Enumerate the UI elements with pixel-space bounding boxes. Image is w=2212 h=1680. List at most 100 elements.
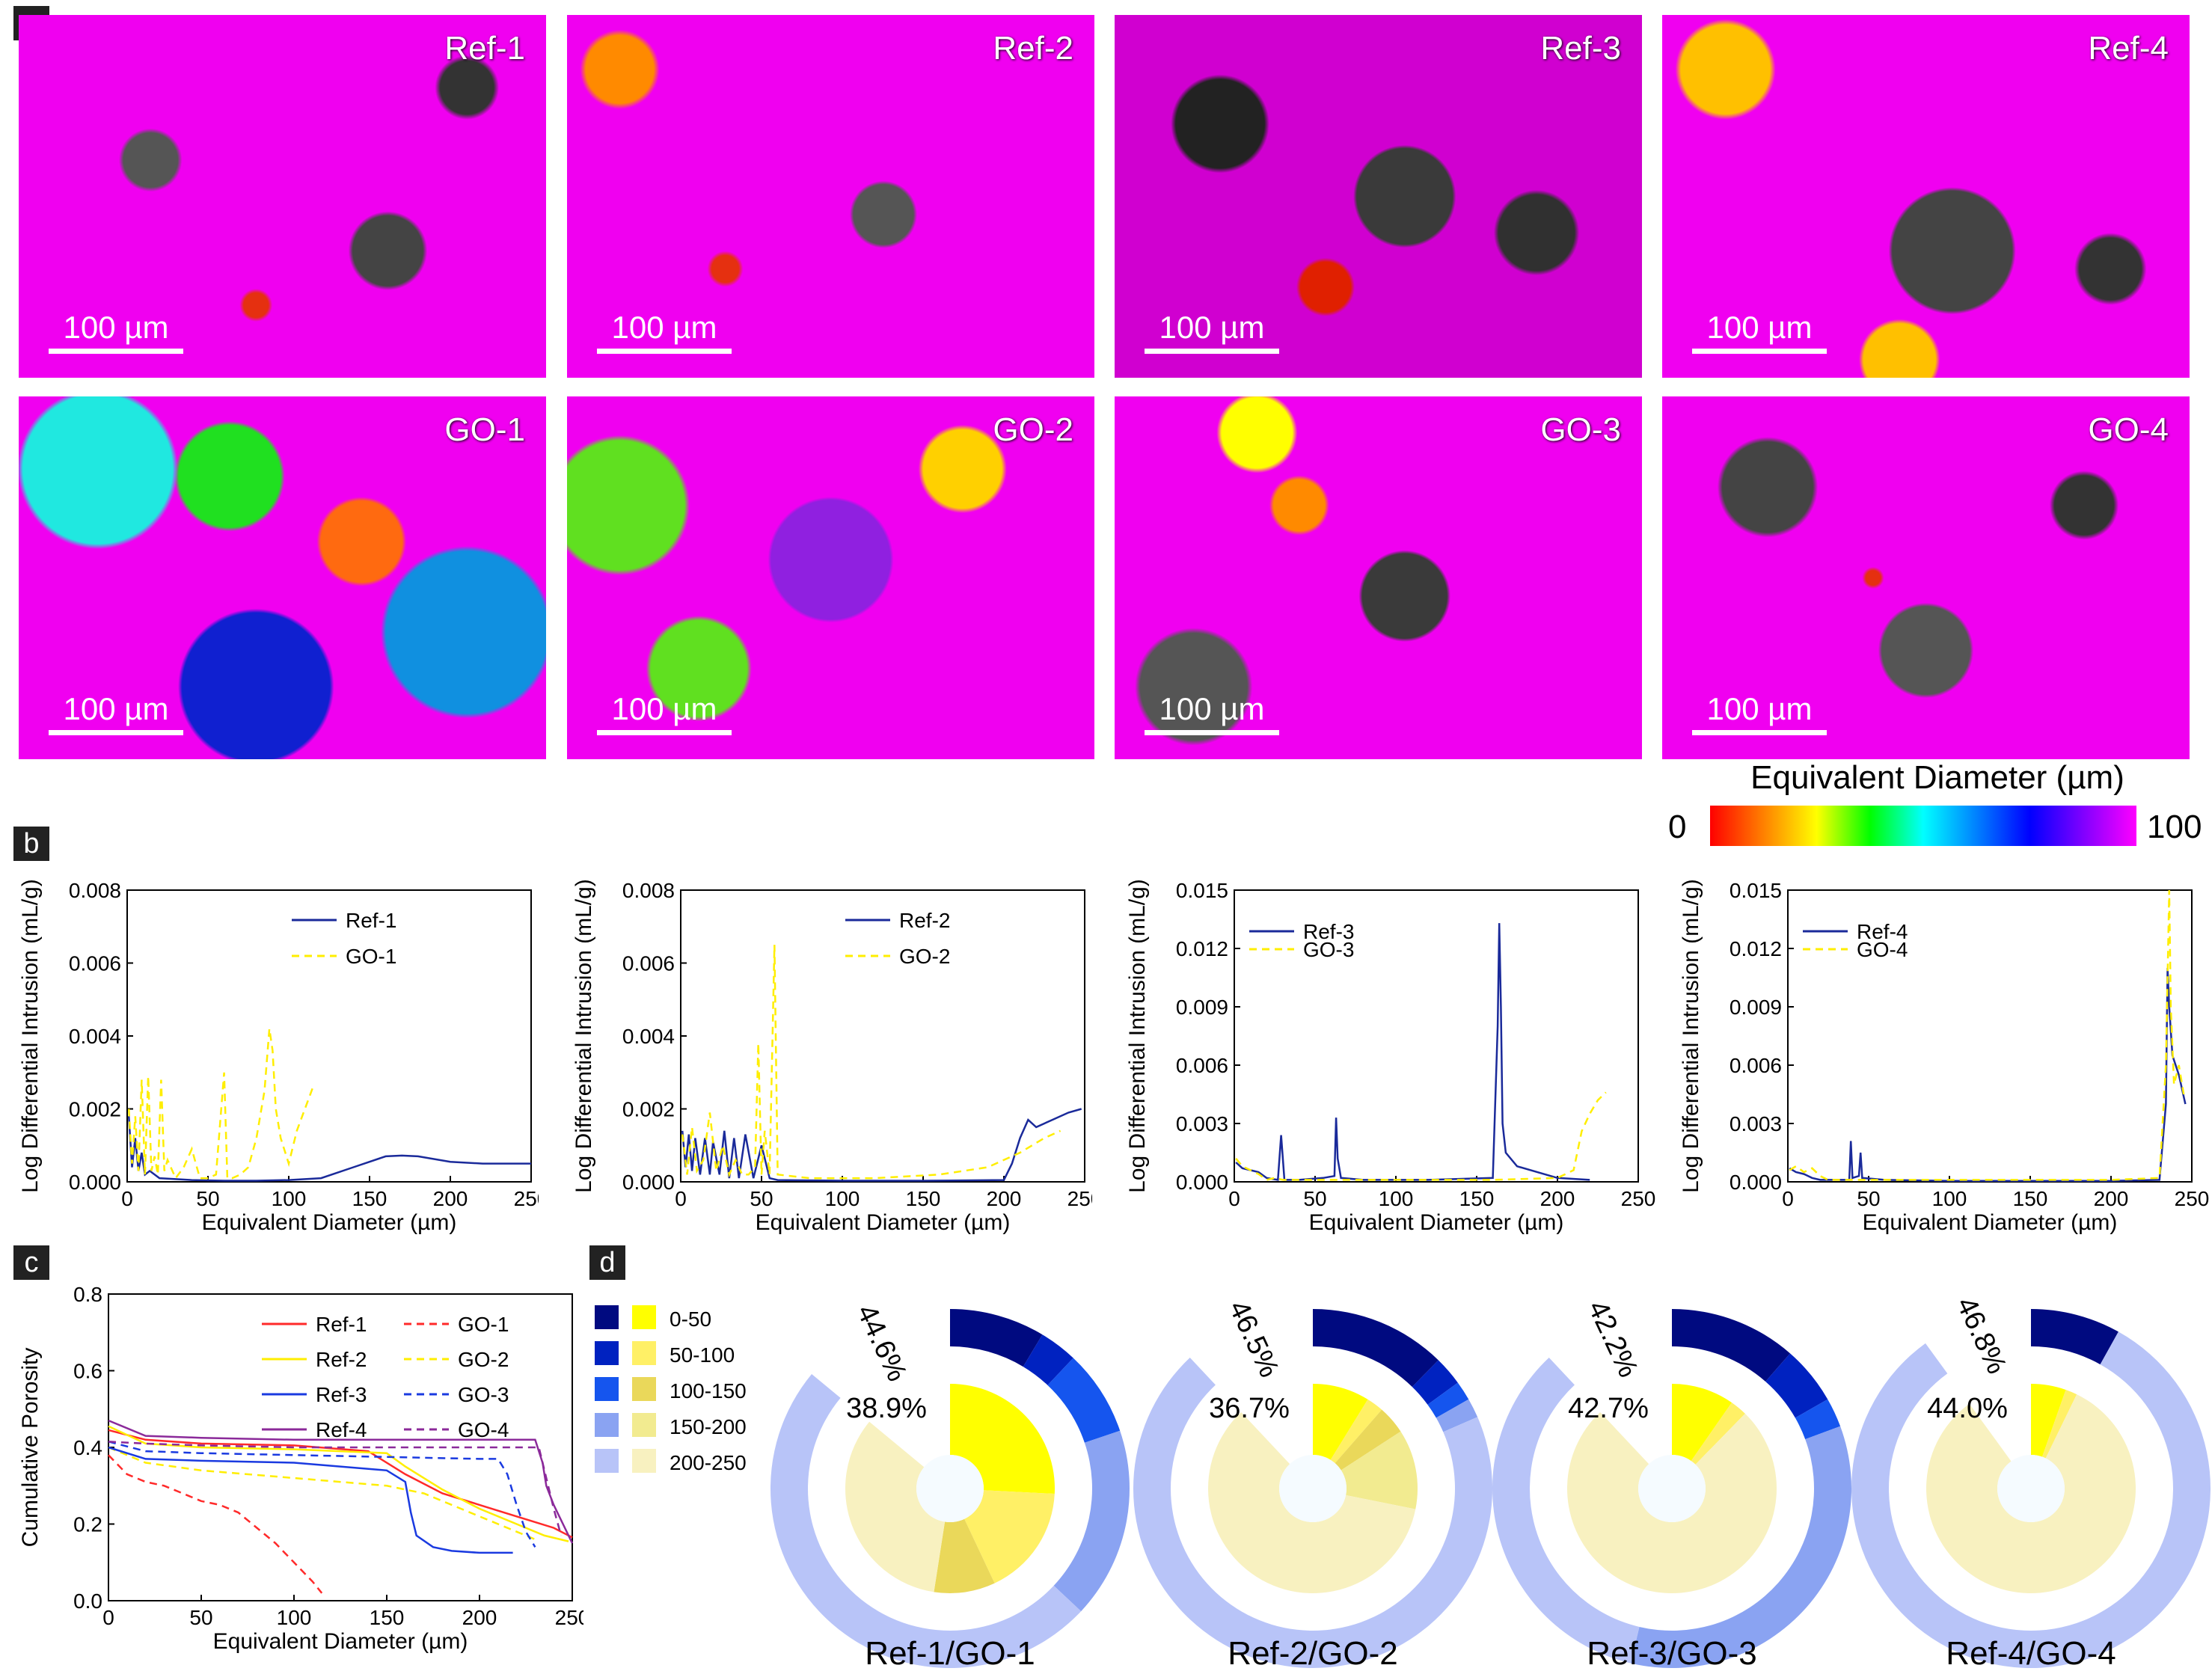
go-percent-label: 44.0% bbox=[1927, 1393, 2008, 1424]
chart-b3: 0 50 100 150 200 250 0.000 0.003 0.006 0.009 0.012… bbox=[1125, 879, 1656, 1234]
scale-bar: 100 µm bbox=[49, 310, 183, 354]
scale-bar-label: 100 µm bbox=[1706, 691, 1813, 726]
series-line-ref-3 bbox=[1235, 923, 1590, 1181]
plot-frame bbox=[126, 889, 532, 1183]
x-tick-label: 150 bbox=[2013, 1187, 2048, 1210]
y-axis-label: Cumulative Porosity bbox=[18, 1348, 43, 1548]
y-tick-label: 0.006 bbox=[622, 952, 675, 975]
go-ring-slice bbox=[1335, 1409, 1401, 1471]
go-ring-slice bbox=[1341, 1431, 1418, 1509]
y-axis-label: Log Differential Intrusion (mL/g) bbox=[572, 879, 596, 1193]
chart-b1: 0 50 100 150 200 250 0.000 0.002 0.004 0.006 0.008… bbox=[18, 879, 539, 1234]
legend-label: Ref-3 bbox=[1303, 920, 1354, 943]
ref-ring-slice bbox=[1133, 1358, 1492, 1668]
scale-bar-line bbox=[597, 349, 732, 354]
x-tick-label: 50 bbox=[189, 1606, 212, 1629]
colorbar: Equivalent Diameter (µm) 0 100 bbox=[1668, 759, 2212, 849]
donut-hole bbox=[1638, 1455, 1706, 1522]
x-tick-label: 100 bbox=[1379, 1187, 1414, 1210]
chart-b4: 0 50 100 150 200 250 0.000 0.003 0.006 0.009 0.012… bbox=[1679, 879, 2209, 1234]
scale-bar: 100 µm bbox=[597, 691, 732, 735]
y-tick-label: 0.015 bbox=[1730, 879, 1782, 902]
legend-label: GO-4 bbox=[458, 1418, 509, 1441]
ring-caption: Ref-1/GO-1 bbox=[865, 1635, 1035, 1672]
x-tick-label: 50 bbox=[196, 1187, 219, 1210]
y-axis-label: Log Differential Intrusion (mL/g) bbox=[18, 879, 43, 1193]
y-tick-label: 0.000 bbox=[1176, 1171, 1228, 1194]
legend-swatch-ref bbox=[595, 1305, 619, 1329]
x-axis-label: Equivalent Diameter (µm) bbox=[1309, 1210, 1564, 1234]
legend-swatch-go bbox=[632, 1377, 656, 1401]
legend-swatch-go bbox=[632, 1449, 656, 1473]
legend-swatch-ref bbox=[595, 1377, 619, 1401]
x-tick-label: 50 bbox=[1303, 1187, 1326, 1210]
y-tick-label: 0.000 bbox=[622, 1171, 675, 1194]
ref-ring-slice bbox=[1436, 1399, 1478, 1432]
scale-bar-label: 100 µm bbox=[1706, 310, 1813, 345]
y-tick-label: 0.006 bbox=[69, 952, 121, 975]
series-line-ref-3 bbox=[108, 1446, 513, 1554]
y-tick-label: 0.003 bbox=[1176, 1112, 1228, 1135]
micrograph-title: Ref-1 bbox=[444, 30, 525, 67]
series-line-go-1 bbox=[108, 1454, 323, 1594]
micrograph-title: Ref-4 bbox=[2088, 30, 2169, 67]
legend-label: GO-1 bbox=[458, 1313, 509, 1336]
ref-ring-slice bbox=[1047, 1358, 1121, 1443]
x-axis-label: Equivalent Diameter (µm) bbox=[1863, 1210, 2118, 1234]
colorbar-gradient bbox=[1710, 806, 2136, 846]
legend-label: Ref-3 bbox=[316, 1383, 367, 1406]
ref-percent-label: 42.2% bbox=[1581, 1296, 1644, 1382]
x-tick-label: 100 bbox=[1932, 1187, 1967, 1210]
panel-label-d: d bbox=[589, 1245, 625, 1280]
go-ring-slice bbox=[950, 1384, 1055, 1494]
donut-hole bbox=[1279, 1455, 1346, 1522]
panel-label-b: b bbox=[13, 827, 49, 861]
go-ring-slice bbox=[1691, 1402, 1745, 1465]
legend-label: GO-1 bbox=[346, 945, 396, 968]
y-tick-label: 0.008 bbox=[622, 879, 675, 902]
legend-label: Ref-1 bbox=[346, 909, 396, 932]
micrograph-go-1: GO-1 100 µm bbox=[19, 396, 546, 759]
series-line-go-1 bbox=[127, 1028, 314, 1180]
scale-bar: 100 µm bbox=[1692, 310, 1827, 354]
x-axis-label: Equivalent Diameter (µm) bbox=[213, 1629, 468, 1654]
y-tick-label: 0.015 bbox=[1176, 879, 1228, 902]
y-tick-label: 0.2 bbox=[73, 1513, 102, 1536]
ref-percent-label: 44.6% bbox=[851, 1300, 913, 1386]
chart-b2: 0 50 100 150 200 250 0.000 0.002 0.004 0.006 0.008… bbox=[572, 879, 1092, 1234]
y-tick-label: 0.000 bbox=[1730, 1171, 1782, 1194]
go-ring-slice bbox=[2041, 1389, 2077, 1459]
ref-ring-slice bbox=[1795, 1399, 1841, 1440]
ref-ring-slice bbox=[1492, 1358, 1640, 1664]
legend-label: GO-2 bbox=[899, 945, 950, 968]
x-tick-label: 250 bbox=[1621, 1187, 1656, 1210]
legend-label: GO-3 bbox=[1303, 938, 1354, 961]
ref-ring-slice bbox=[1313, 1309, 1439, 1388]
x-tick-label: 250 bbox=[514, 1187, 539, 1210]
legend-label: Ref-4 bbox=[316, 1418, 367, 1441]
micrograph-go-4: GO-4 100 µm bbox=[1662, 396, 2190, 759]
scale-bar-label: 100 µm bbox=[63, 691, 169, 726]
series-line-go-2 bbox=[108, 1446, 536, 1541]
donut-hole bbox=[916, 1455, 984, 1522]
micrograph-title: GO-3 bbox=[1540, 411, 1621, 448]
x-tick-label: 200 bbox=[462, 1606, 497, 1629]
scale-bar-label: 100 µm bbox=[611, 691, 717, 726]
legend-label: GO-3 bbox=[458, 1383, 509, 1406]
y-tick-label: 0.002 bbox=[622, 1098, 675, 1121]
y-tick-label: 0.009 bbox=[1730, 996, 1782, 1019]
go-ring-slice bbox=[1313, 1384, 1368, 1460]
x-tick-label: 200 bbox=[987, 1187, 1022, 1210]
ref-ring-slice bbox=[1412, 1360, 1458, 1405]
series-line-go-4 bbox=[108, 1441, 563, 1536]
legend-swatch-go bbox=[632, 1341, 656, 1365]
y-tick-label: 0.8 bbox=[73, 1283, 102, 1306]
legend-label: Ref-4 bbox=[1857, 920, 1908, 943]
ref-ring-slice bbox=[2031, 1309, 2118, 1365]
go-ring-slice bbox=[1208, 1411, 1416, 1593]
ref-ring-slice bbox=[1672, 1309, 1791, 1382]
x-tick-label: 0 bbox=[102, 1606, 114, 1629]
y-tick-label: 0.004 bbox=[622, 1025, 675, 1048]
x-tick-label: 50 bbox=[750, 1187, 773, 1210]
y-tick-label: 0.6 bbox=[73, 1360, 102, 1383]
